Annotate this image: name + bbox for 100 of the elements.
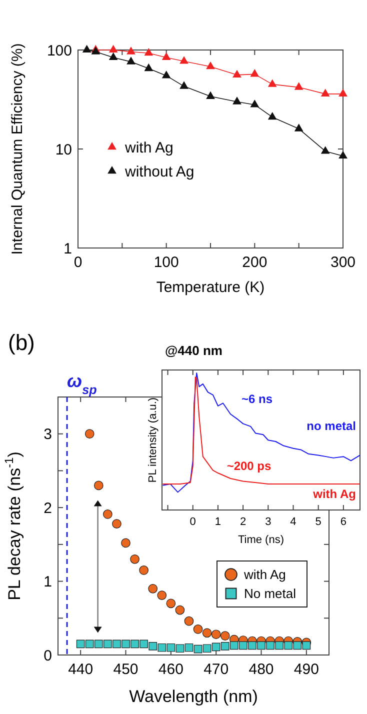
point xyxy=(320,88,330,96)
x-tick-label: 0 xyxy=(74,254,82,271)
point xyxy=(121,538,130,548)
point xyxy=(232,70,242,78)
point xyxy=(193,624,203,634)
x-tick-label: 300 xyxy=(330,254,356,271)
x-tick-label: 100 xyxy=(154,254,179,271)
point xyxy=(162,70,171,78)
point xyxy=(206,91,215,99)
y-tick-label: 1 xyxy=(64,240,72,258)
text: (b) xyxy=(8,330,35,355)
x-tick-label: 440 xyxy=(68,661,94,678)
point xyxy=(220,642,230,650)
annotation: ~200 ps xyxy=(226,459,272,473)
point xyxy=(162,52,171,60)
point xyxy=(82,44,92,53)
point xyxy=(130,554,140,564)
chart-title: @440 nm xyxy=(165,343,222,358)
point xyxy=(180,81,188,89)
ref-line-label: ω$_{sp}$ xyxy=(67,371,98,397)
x-tick-label: 460 xyxy=(158,661,184,678)
y-axis-title: PL intensity (a.u.) xyxy=(147,397,159,483)
legend-label: with Ag xyxy=(243,567,286,582)
point xyxy=(157,590,167,600)
point xyxy=(122,640,130,648)
x-axis-title: Temperature (K) xyxy=(156,279,265,296)
point xyxy=(338,150,348,159)
x-tick-label: 6 xyxy=(340,516,346,528)
point xyxy=(108,52,118,60)
point xyxy=(338,88,348,96)
point xyxy=(211,630,221,640)
point xyxy=(194,644,202,654)
legend-label: without Ag xyxy=(124,163,194,180)
point xyxy=(284,641,293,650)
x-axis-title: Wavelength (nm) xyxy=(129,687,258,706)
point xyxy=(76,640,85,648)
x-tick-label: 200 xyxy=(242,254,268,271)
point xyxy=(176,644,184,653)
point xyxy=(206,61,215,70)
y-tick-label: 10 xyxy=(55,141,72,158)
point xyxy=(126,46,136,54)
x-tick-label: 470 xyxy=(204,661,229,678)
x-tick-label: 480 xyxy=(248,661,274,678)
y-tick-label: 3 xyxy=(44,426,52,444)
point xyxy=(94,640,103,648)
point xyxy=(266,641,274,650)
point xyxy=(220,631,230,640)
point xyxy=(158,643,166,652)
point xyxy=(104,640,112,648)
point xyxy=(144,48,154,56)
y-tick-label: 2 xyxy=(44,500,52,517)
x-tick-label: 1 xyxy=(214,516,222,528)
point xyxy=(180,56,188,64)
series-label: no metal xyxy=(306,419,356,434)
point xyxy=(84,429,94,439)
x-tick-label: 450 xyxy=(113,661,138,678)
point xyxy=(144,63,154,72)
point xyxy=(184,643,194,652)
y-tick-label: 1 xyxy=(44,574,52,591)
y-axis-title: Internal Quantum Efficiency (%) xyxy=(9,43,26,255)
point xyxy=(126,56,136,64)
point xyxy=(294,82,304,90)
point xyxy=(250,100,260,108)
point xyxy=(85,640,94,648)
point xyxy=(139,566,148,575)
point xyxy=(202,644,212,653)
point xyxy=(302,641,311,650)
x-tick-label: 490 xyxy=(294,661,319,678)
point xyxy=(275,641,284,650)
point xyxy=(148,584,158,594)
x-tick-label: 5 xyxy=(315,516,322,528)
x-tick-label: 0 xyxy=(190,516,196,528)
point xyxy=(148,642,158,650)
point xyxy=(175,605,185,615)
point xyxy=(320,146,330,154)
point xyxy=(239,641,248,650)
point xyxy=(232,96,242,104)
point xyxy=(293,641,302,650)
point xyxy=(268,79,277,87)
point xyxy=(112,640,121,648)
y-tick-label: 0 xyxy=(44,647,52,664)
point xyxy=(108,44,118,53)
y-tick-label: 100 xyxy=(46,42,72,60)
point xyxy=(294,124,304,132)
x-axis-title: Time (ns) xyxy=(238,534,284,546)
point xyxy=(250,69,260,77)
x-tick-label: 3 xyxy=(265,516,272,528)
point xyxy=(202,628,212,638)
point xyxy=(166,598,176,608)
point xyxy=(166,643,176,652)
point xyxy=(230,641,238,650)
point xyxy=(94,480,104,490)
point xyxy=(257,641,266,650)
point xyxy=(212,642,220,652)
point xyxy=(140,640,148,648)
point xyxy=(130,640,139,648)
point xyxy=(103,510,112,519)
legend-label: with Ag xyxy=(124,139,174,156)
x-tick-label: 2 xyxy=(240,516,246,528)
legend-label: No metal xyxy=(244,586,296,602)
